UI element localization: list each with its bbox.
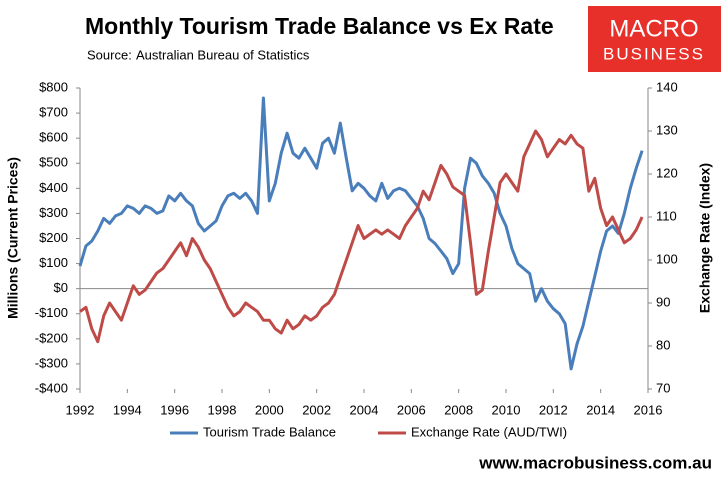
series-line xyxy=(79,129,644,344)
logo-box xyxy=(588,6,721,72)
x-tick-label: 2010 xyxy=(492,402,521,417)
y-axis-label: Millions (Current Prices) xyxy=(5,157,21,319)
y-tick-label: $700 xyxy=(39,105,68,120)
footer: www.macrobusiness.com.au xyxy=(478,453,712,472)
y-tick-label: $500 xyxy=(39,155,68,170)
y2-tick-label: 80 xyxy=(656,337,670,352)
x-tick-label: 1998 xyxy=(208,402,237,417)
y2-tick-label: 130 xyxy=(656,122,678,137)
y2-tick-label: 140 xyxy=(656,79,678,94)
x-tick-label: 2016 xyxy=(634,402,663,417)
x-tick-label: 2012 xyxy=(539,402,568,417)
y2-tick-label: 70 xyxy=(656,380,670,395)
y-tick-label: $600 xyxy=(39,130,68,145)
y-tick-label: -$300 xyxy=(35,355,68,370)
y2-tick-label: 110 xyxy=(656,208,677,223)
y-tick-label: $800 xyxy=(39,79,68,94)
y2-tick-label: 120 xyxy=(656,165,678,180)
x-tick-label: 2006 xyxy=(397,402,426,417)
y-tick-label: $100 xyxy=(39,255,68,270)
y2-axis-label: Exchange Rate (Index) xyxy=(697,163,713,313)
y-tick-label: $200 xyxy=(39,230,68,245)
x-tick-label: 1992 xyxy=(66,402,95,417)
x-tick-label: 2008 xyxy=(444,402,473,417)
y-tick-label: $400 xyxy=(39,180,68,195)
y-tick-label: -$400 xyxy=(35,380,68,395)
source-label: Source: xyxy=(87,47,132,62)
x-tick-label: 2014 xyxy=(586,402,615,417)
x-tick-label: 2002 xyxy=(302,402,331,417)
x-tick-label: 1994 xyxy=(113,402,142,417)
x-tick-label: 1996 xyxy=(160,402,189,417)
logo-text: MACRO xyxy=(609,15,698,42)
y-tick-label: $0 xyxy=(54,280,68,295)
source: Australian Bureau of Statistics xyxy=(136,47,310,62)
x-tick-label: 2000 xyxy=(255,402,284,417)
legend-label: Tourism Trade Balance xyxy=(203,424,336,439)
series-line xyxy=(78,96,644,371)
y-tick-label: $300 xyxy=(39,205,68,220)
y2-tick-label: 90 xyxy=(656,294,670,309)
y2-tick-label: 100 xyxy=(656,251,678,266)
y-tick-label: -$100 xyxy=(35,305,68,320)
logo-text: BUSINESS xyxy=(603,44,705,63)
x-tick-label: 2004 xyxy=(350,402,379,417)
y-tick-label: -$200 xyxy=(35,330,68,345)
chart-title: Monthly Tourism Trade Balance vs Ex Rate xyxy=(85,13,554,39)
legend-label: Exchange Rate (AUD/TWI) xyxy=(411,424,567,439)
